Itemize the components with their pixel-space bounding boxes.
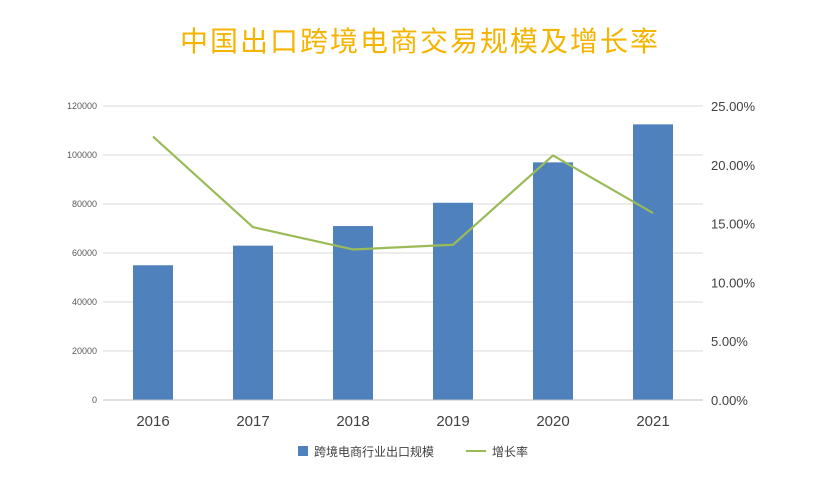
legend: 跨境电商行业出口规模 增长率 [298,444,528,459]
left-tick-label: 0 [92,395,97,405]
gridlines [103,105,703,352]
x-tick-label: 2018 [336,413,369,430]
growth-line [152,135,654,251]
right-tick-label: 5.00% [711,334,748,349]
right-tick-label: 0.00% [711,393,748,408]
left-tick-label: 40000 [72,297,97,307]
x-tick-label: 2017 [236,413,269,430]
left-tick-label: 60000 [72,248,97,258]
left-tick-label: 120000 [67,101,97,111]
legend-bar-swatch [298,446,308,456]
right-tick-label: 20.00% [711,158,756,173]
right-axis: 0.00% 5.00% 10.00% 15.00% 20.00% 25.00% [711,99,756,408]
left-tick-label: 80000 [72,199,97,209]
x-tick-label: 2021 [636,413,669,430]
chart-title: 中国出口跨境电商交易规模及增长率 [179,25,660,58]
bar [633,124,673,400]
x-tick-label: 2016 [136,413,169,430]
left-tick-label: 20000 [72,346,97,356]
bar [533,162,573,400]
x-tick-label: 2019 [436,413,469,430]
bar [133,265,173,400]
left-axis: 0 20000 40000 60000 80000 100000 120000 [67,101,97,405]
right-tick-label: 25.00% [711,99,756,114]
legend-bar-label: 跨境电商行业出口规模 [314,444,434,459]
growth-line-path [152,135,654,251]
x-tick-label: 2020 [536,413,569,430]
x-axis: 2016 2017 2018 2019 2020 2021 [103,399,703,430]
bar [233,245,273,400]
bar [333,226,373,400]
legend-line-label: 增长率 [492,444,528,459]
left-tick-label: 100000 [67,150,97,160]
bar [433,202,473,400]
right-tick-label: 10.00% [711,275,756,290]
bars [133,124,673,400]
right-tick-label: 15.00% [711,217,756,232]
